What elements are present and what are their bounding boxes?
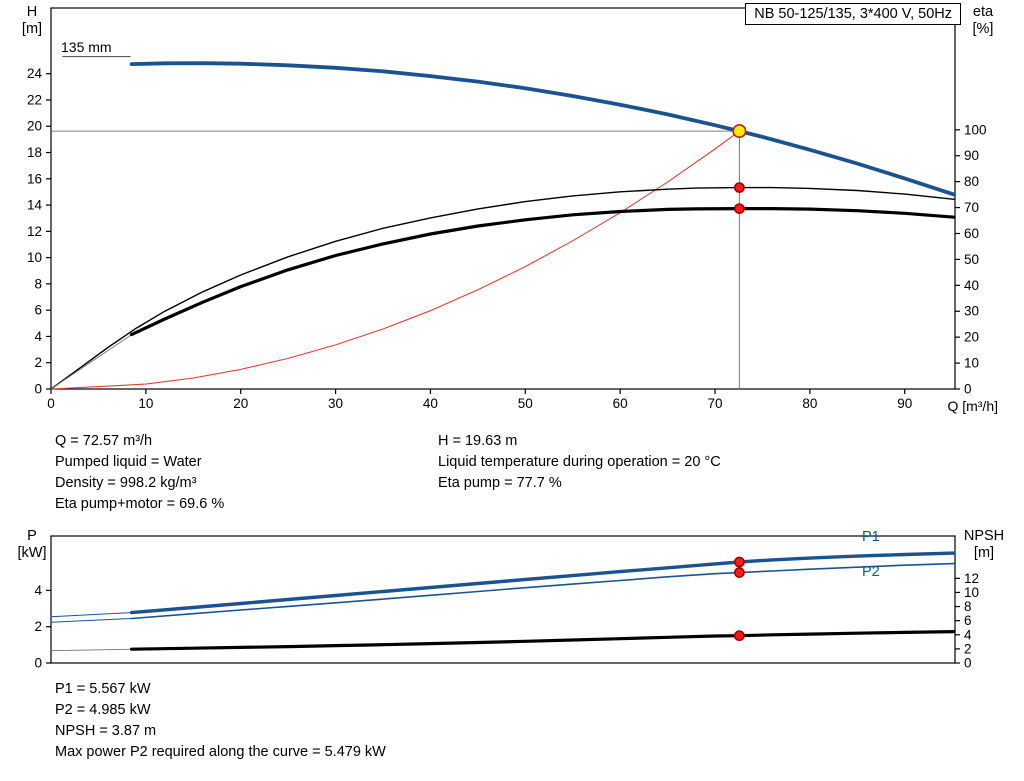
x-tick-label: 40 <box>423 396 438 411</box>
right-tick-label: 20 <box>964 330 979 345</box>
right-tick-label: 8 <box>964 599 972 614</box>
right-tick-label: 10 <box>964 356 979 371</box>
p-axis-label-symbol: P <box>27 528 37 544</box>
p2-point <box>733 567 745 578</box>
h-axis-label: H [m] <box>12 4 52 38</box>
left-tick-label: 0 <box>34 656 42 671</box>
power-npsh-chart-frame <box>50 535 956 664</box>
x-tick-label: 10 <box>138 396 153 411</box>
left-tick-label: 10 <box>27 250 42 265</box>
x-tick-label: 20 <box>233 396 248 411</box>
left-tick-label: 0 <box>34 382 42 397</box>
right-tick-label: 70 <box>964 200 979 215</box>
info-p2: P2 = 4.985 kW <box>55 702 151 718</box>
duty-info-right: H = 19.63 m Liquid temperature during op… <box>438 431 721 494</box>
system-curve <box>50 130 740 390</box>
left-tick-label: 24 <box>27 66 43 81</box>
eta-pump-motor-leadin <box>50 334 133 390</box>
p-axis-label: P [kW] <box>12 528 52 562</box>
pump-model-box: NB 50-125/135, 3*400 V, 50Hz <box>745 3 961 25</box>
x-tick-label: 90 <box>897 396 912 411</box>
x-tick-label: 70 <box>707 396 722 411</box>
h-axis-label-unit: [m] <box>21 21 43 37</box>
h-axis-label-symbol: H <box>26 4 38 20</box>
eta-pump-curve <box>50 186 955 390</box>
npsh-axis-label-unit: [m] <box>973 545 995 561</box>
left-tick-label: 22 <box>27 92 42 107</box>
eta-pump-motor-point <box>733 203 745 215</box>
p1-curve <box>129 551 956 615</box>
left-tick-label: 8 <box>34 276 42 291</box>
info-max-power: Max power P2 required along the curve = … <box>55 744 386 760</box>
info-eta-pump-motor: Eta pump+motor = 69.6 % <box>55 496 225 512</box>
right-tick-label: 40 <box>964 278 979 293</box>
npsh-leadin <box>50 648 133 652</box>
right-tick-label: 10 <box>964 585 979 600</box>
left-tick-label: 2 <box>34 619 42 634</box>
right-tick-label: 12 <box>964 571 979 586</box>
p1-leadin <box>50 612 133 618</box>
npsh-axis-label: NPSH [m] <box>956 528 1012 562</box>
head-curve-135mm <box>129 61 956 197</box>
left-tick-label: 18 <box>27 145 42 160</box>
eta-axis-label: eta [%] <box>962 4 1004 38</box>
x-tick-label: 30 <box>328 396 343 411</box>
npsh-axis-label-symbol: NPSH <box>963 528 1005 544</box>
info-pumped-liquid: Pumped liquid = Water <box>55 454 202 470</box>
p2-curve-label: P2 <box>862 564 880 580</box>
p2-leadin <box>50 618 133 623</box>
info-npsh: NPSH = 3.87 m <box>55 723 157 739</box>
right-tick-label: 80 <box>964 174 979 189</box>
eta-axis-label-symbol: eta <box>972 4 994 20</box>
npsh-curve <box>130 629 956 651</box>
info-eta-pump: Eta pump = 77.7 % <box>438 475 562 491</box>
info-liquid-temperature: Liquid temperature during operation = 20… <box>438 454 721 470</box>
left-tick-label: 6 <box>34 303 42 318</box>
right-tick-label: 100 <box>964 122 987 137</box>
qh-eta-chart[interactable]: 0 10 20 30 40 50 60 70 80 90024681012141618202224… <box>0 0 1024 420</box>
right-tick-label: 0 <box>964 382 972 397</box>
left-tick-label: 4 <box>34 583 42 598</box>
power-info: P1 = 5.567 kW P2 = 4.985 kW NPSH = 3.87 … <box>55 679 386 763</box>
x-tick-label: 80 <box>802 396 817 411</box>
info-q: Q = 72.57 m³/h <box>55 433 153 449</box>
p1-curve-label: P1 <box>862 529 880 545</box>
npsh-point <box>733 630 745 642</box>
right-tick-label: 30 <box>964 304 979 319</box>
qh-eta-chart-frame <box>50 7 956 390</box>
left-tick-label: 16 <box>27 171 42 186</box>
left-tick-label: 12 <box>27 224 42 239</box>
info-density: Density = 998.2 kg/m³ <box>55 475 197 491</box>
p-axis-label-unit: [kW] <box>17 545 47 561</box>
impeller-size-label: 135 mm <box>61 39 112 55</box>
x-tick-label: 60 <box>613 396 628 411</box>
right-tick-label: 50 <box>964 252 979 267</box>
right-tick-label: 60 <box>964 226 979 241</box>
x-tick-label: 50 <box>518 396 533 411</box>
q-axis-label: Q [m³/h] <box>947 398 998 414</box>
info-p1: P1 = 5.567 kW <box>55 681 151 697</box>
right-tick-label: 0 <box>964 656 972 671</box>
eta-axis-label-unit: [%] <box>972 21 994 37</box>
info-h: H = 19.63 m <box>438 433 518 449</box>
right-tick-label: 2 <box>964 641 972 656</box>
right-tick-label: 90 <box>964 148 979 163</box>
right-tick-label: 6 <box>964 613 972 628</box>
duty-info-left: Q = 72.57 m³/h Pumped liquid = Water Den… <box>55 431 224 515</box>
p2-curve <box>130 562 955 620</box>
duty-point[interactable] <box>732 124 747 139</box>
left-tick-label: 20 <box>27 119 42 134</box>
eta-pump-point <box>733 182 745 194</box>
left-tick-label: 4 <box>34 329 42 344</box>
left-tick-label: 14 <box>27 198 43 213</box>
p1-point <box>733 556 745 568</box>
left-tick-label: 2 <box>34 355 42 370</box>
right-tick-label: 4 <box>964 627 972 642</box>
x-tick-label: 0 <box>47 396 55 411</box>
eta-pump-motor-curve <box>130 207 956 337</box>
